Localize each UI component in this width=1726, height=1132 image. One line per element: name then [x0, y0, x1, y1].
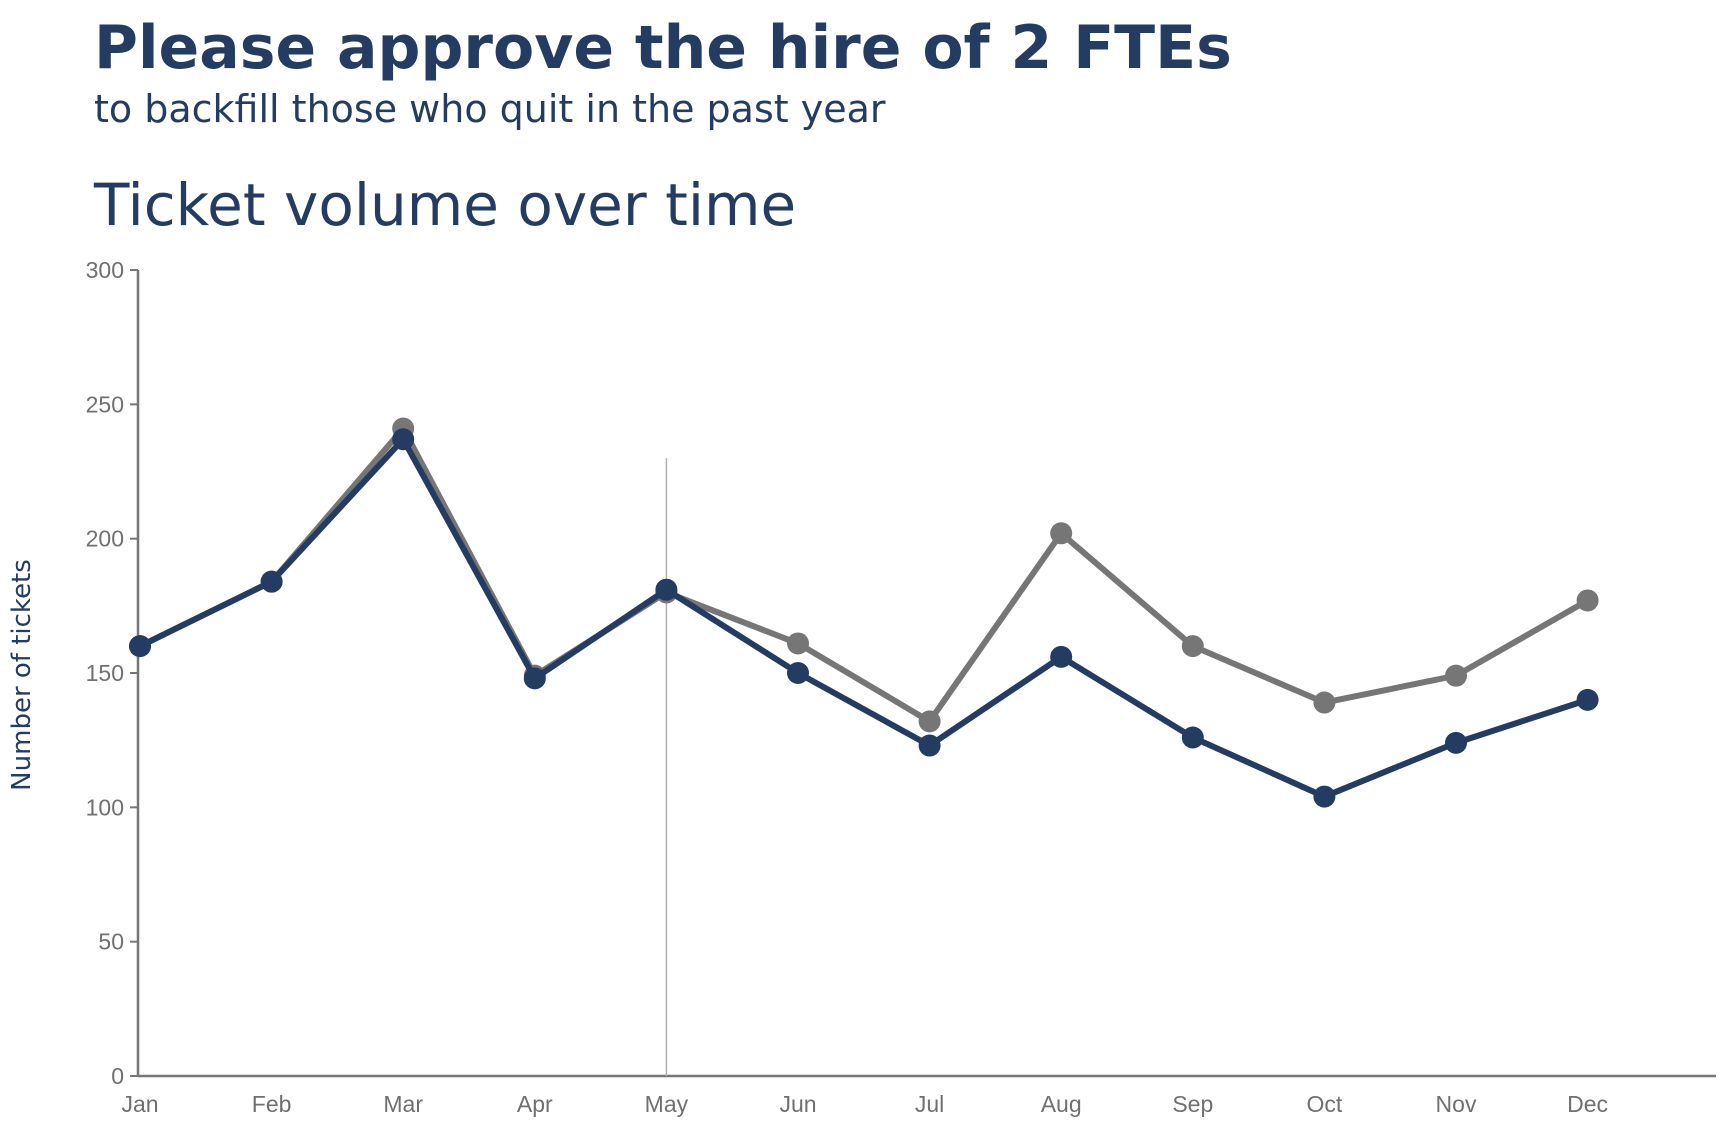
data-point: [787, 632, 809, 655]
series-lines: [129, 417, 1599, 808]
data-point: [1313, 691, 1336, 714]
y-tick-label: 200: [86, 526, 124, 552]
data-point: [1576, 589, 1599, 612]
x-tick-label: Feb: [252, 1091, 292, 1117]
data-point: [1181, 635, 1204, 658]
data-point: [1050, 645, 1073, 668]
x-tick-label: Oct: [1307, 1091, 1343, 1117]
y-tick-label: 50: [98, 929, 124, 955]
y-tick-label: 150: [86, 660, 124, 686]
y-tick-label: 250: [86, 391, 124, 417]
data-point: [523, 667, 546, 690]
y-tick-label: 100: [86, 794, 124, 820]
data-point: [1445, 731, 1467, 754]
x-tick-label: Sep: [1172, 1091, 1213, 1117]
series-0: [129, 417, 1599, 733]
series-1: [129, 428, 1599, 808]
data-point: [1050, 522, 1073, 545]
x-tick-label: Apr: [517, 1091, 553, 1117]
x-tick-label: Aug: [1041, 1091, 1082, 1117]
data-point: [655, 578, 678, 601]
chart-title: Ticket volume over time: [94, 171, 797, 239]
series-line: [137, 425, 1591, 725]
data-point: [1313, 785, 1336, 808]
y-tick-label: 300: [86, 257, 124, 283]
y-tick-label: 0: [111, 1063, 124, 1089]
data-point: [129, 635, 151, 658]
series-line: [137, 436, 1591, 800]
data-point: [260, 570, 283, 593]
y-axis: 0 50 100 150 200 250 300: [86, 257, 140, 1089]
x-tick-label: May: [645, 1091, 689, 1117]
data-point: [787, 662, 809, 684]
x-tick-label: Mar: [383, 1091, 423, 1117]
x-tick-label: Jul: [915, 1091, 944, 1117]
data-point: [1181, 726, 1204, 749]
x-tick-label: Jan: [121, 1091, 158, 1117]
data-point: [392, 428, 415, 451]
data-point: [918, 710, 941, 733]
data-point: [1576, 688, 1599, 711]
data-point: [1445, 664, 1467, 687]
x-axis: Jan Feb Mar Apr May Jun Jul Aug Sep Oct Nov Dec: [121, 1074, 1716, 1117]
x-tick-label: Jun: [779, 1091, 816, 1117]
x-tick-label: Dec: [1567, 1091, 1608, 1117]
subheadline: to backfill those who quit in the past y…: [94, 87, 886, 131]
data-point: [918, 734, 941, 757]
x-tick-label: Nov: [1436, 1091, 1477, 1117]
y-axis-title: Number of tickets: [7, 559, 37, 791]
headline: Please approve the hire of 2 FTEs: [94, 13, 1232, 83]
